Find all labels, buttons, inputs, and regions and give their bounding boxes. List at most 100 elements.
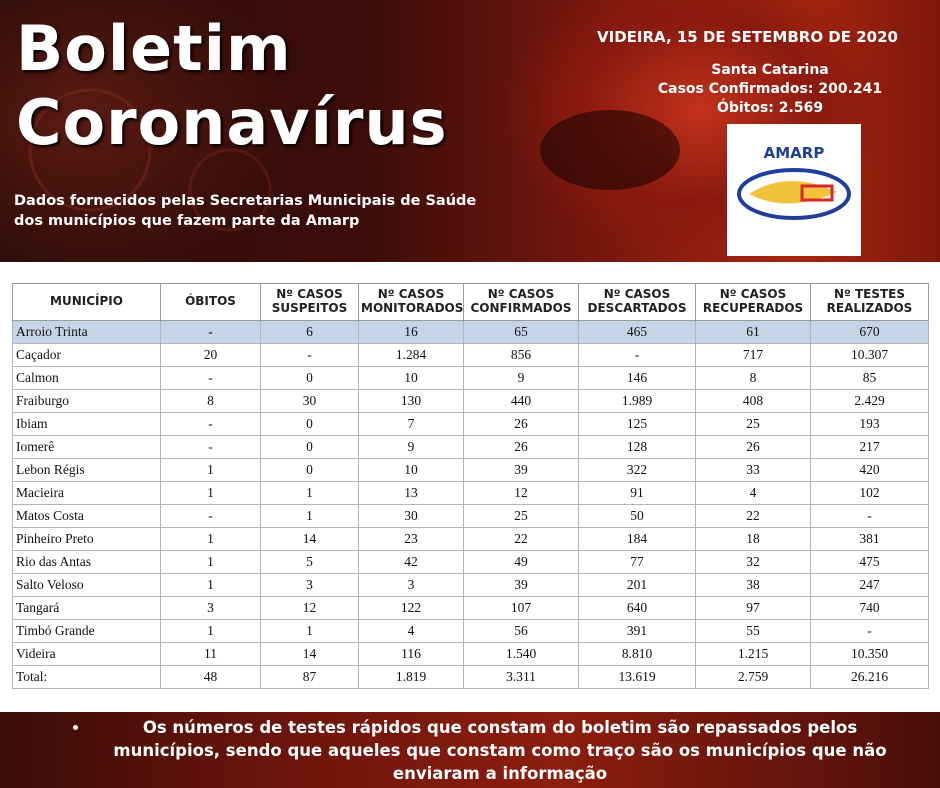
table-cell: - bbox=[160, 435, 261, 459]
header: Boletim Coronavírus Dados fornecidos pel… bbox=[0, 0, 940, 262]
table-cell: 201 bbox=[578, 573, 696, 597]
table-cell: - bbox=[160, 366, 261, 390]
table-cell: 0 bbox=[260, 458, 359, 482]
table-row: Pinheiro Preto 1 14 23 22 184 18 381 bbox=[12, 527, 929, 551]
table-cell: 740 bbox=[810, 596, 929, 620]
table-cell: 1.215 bbox=[695, 642, 811, 666]
table-cell: 1 bbox=[160, 573, 261, 597]
table-cell: 4 bbox=[695, 481, 811, 505]
table-cell: 102 bbox=[810, 481, 929, 505]
table-cell: 12 bbox=[260, 596, 359, 620]
header-decoration bbox=[28, 88, 680, 232]
table-cell: 1 bbox=[260, 504, 359, 528]
table-cell: 116 bbox=[358, 642, 464, 666]
title-line: Boletim bbox=[16, 12, 292, 85]
table-cell: 122 bbox=[358, 596, 464, 620]
table-cell: 146 bbox=[578, 366, 696, 390]
table-cell: 14 bbox=[260, 527, 359, 551]
table-cell: Salto Veloso bbox=[12, 573, 161, 597]
table-cell: 465 bbox=[578, 320, 696, 344]
table-cell: 10.307 bbox=[810, 343, 929, 367]
table-cell: Iomerê bbox=[12, 435, 161, 459]
table-row: Total: 48 87 1.819 3.311 13.619 2.759 26.216 bbox=[12, 665, 929, 689]
table-cell: 26 bbox=[463, 435, 579, 459]
table-cell: 14 bbox=[260, 642, 359, 666]
note-list: Os números de testes rápidos que constam… bbox=[0, 712, 940, 785]
table-cell: 2.759 bbox=[695, 665, 811, 689]
table-cell: 25 bbox=[463, 504, 579, 528]
table-cell: 0 bbox=[260, 366, 359, 390]
table-cell: 23 bbox=[358, 527, 464, 551]
table-cell: Ibiam bbox=[12, 412, 161, 436]
footer: Os números de testes rápidos que constam… bbox=[0, 712, 940, 788]
table-cell: 8 bbox=[695, 366, 811, 390]
table-cell: 1 bbox=[160, 481, 261, 505]
table-row: Lebon Régis 1 0 10 39 322 33 420 bbox=[12, 458, 929, 482]
table-cell: Videira bbox=[12, 642, 161, 666]
table-cell: 3 bbox=[260, 573, 359, 597]
table-cell: 13.619 bbox=[578, 665, 696, 689]
logo-graphic: AMARP bbox=[737, 144, 851, 220]
table-cell: Macieira bbox=[12, 481, 161, 505]
table-cell: 26.216 bbox=[810, 665, 929, 689]
table-cell: - bbox=[160, 504, 261, 528]
table-cell: 1 bbox=[160, 527, 261, 551]
table-cell: 97 bbox=[695, 596, 811, 620]
logo-ring bbox=[737, 168, 851, 220]
table-row: Fraiburgo 8 30 130 440 1.989 408 2.429 bbox=[12, 389, 929, 413]
table-cell: 61 bbox=[695, 320, 811, 344]
table-cell: Calmon bbox=[12, 366, 161, 390]
table-cell: 475 bbox=[810, 550, 929, 574]
table-row: Calmon -0 10 9 146 8 85 bbox=[12, 366, 929, 390]
table-cell: 3 bbox=[160, 596, 261, 620]
table-cell: - bbox=[810, 619, 929, 643]
table-cell: 9 bbox=[358, 435, 464, 459]
table-row: Rio das Antas 1 5 42 49 77 32 475 bbox=[12, 550, 929, 574]
table-cell: 1 bbox=[160, 458, 261, 482]
table-cell: 39 bbox=[463, 573, 579, 597]
table-cell: - bbox=[810, 504, 929, 528]
table-body: Arroio Trinta -6 16 65 465 61 670 Caçador 20-1.2… bbox=[12, 320, 929, 689]
table-cell: 128 bbox=[578, 435, 696, 459]
table-row: Tangará 3 12 122 107 640 97 740 bbox=[12, 596, 929, 620]
table-cell: 217 bbox=[810, 435, 929, 459]
table-row: Salto Veloso 1 3 3 39 201 38 247 bbox=[12, 573, 929, 597]
table-cell: 26 bbox=[695, 435, 811, 459]
title-line: Coronavírus bbox=[16, 86, 448, 159]
table-cell: 1.284 bbox=[358, 343, 464, 367]
column-header: Nº CASOS MONITORADOS bbox=[358, 283, 464, 321]
table-cell: 8.810 bbox=[578, 642, 696, 666]
table-row: Arroio Trinta -6 16 65 465 61 670 bbox=[12, 320, 929, 344]
table-cell: 125 bbox=[578, 412, 696, 436]
table-cell: 670 bbox=[810, 320, 929, 344]
table-cell: 10.350 bbox=[810, 642, 929, 666]
table-cell: Matos Costa bbox=[12, 504, 161, 528]
table-cell: 16 bbox=[358, 320, 464, 344]
table-cell: 10 bbox=[358, 458, 464, 482]
table-cell: 5 bbox=[260, 550, 359, 574]
logo-text: AMARP bbox=[764, 144, 825, 162]
table-cell: 11 bbox=[160, 642, 261, 666]
table-cell: Fraiburgo bbox=[12, 389, 161, 413]
table-cell: 1.989 bbox=[578, 389, 696, 413]
table-cell: Rio das Antas bbox=[12, 550, 161, 574]
table-cell: 2.429 bbox=[810, 389, 929, 413]
table-cell: 48 bbox=[160, 665, 261, 689]
table-cell: 10 bbox=[358, 366, 464, 390]
table-cell: 247 bbox=[810, 573, 929, 597]
table-cell: 42 bbox=[358, 550, 464, 574]
table-cell: 1.540 bbox=[463, 642, 579, 666]
table-cell: 381 bbox=[810, 527, 929, 551]
table-cell: 3 bbox=[358, 573, 464, 597]
column-header: Nº CASOS CONFIRMADOS bbox=[463, 283, 579, 321]
table-cell: 440 bbox=[463, 389, 579, 413]
virus-shape bbox=[28, 88, 152, 212]
table-cell: 25 bbox=[695, 412, 811, 436]
table-cell: 49 bbox=[463, 550, 579, 574]
table-cell: 30 bbox=[260, 389, 359, 413]
table-cell: 33 bbox=[695, 458, 811, 482]
table-row: Timbó Grande 1 1 4 56 391 55- bbox=[12, 619, 929, 643]
table-cell: 13 bbox=[358, 481, 464, 505]
subtitle-line: Dados fornecidos pelas Secretarias Munic… bbox=[14, 193, 477, 209]
